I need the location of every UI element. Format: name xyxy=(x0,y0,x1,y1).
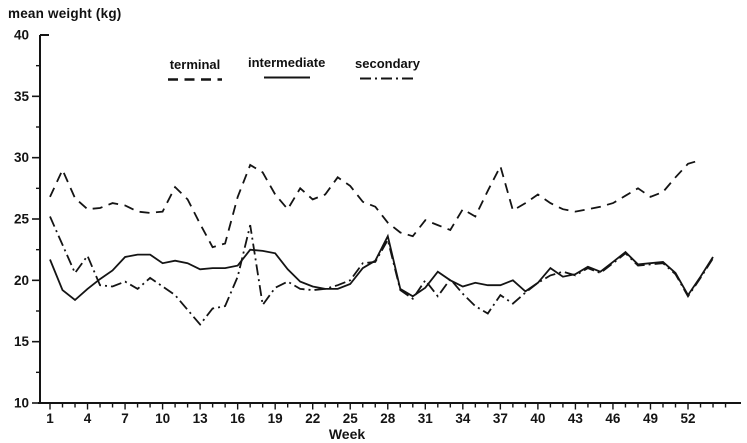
series-secondary-line xyxy=(49,216,714,326)
legend-label-terminal: terminal xyxy=(169,57,221,72)
legend-sample-intermediate-solid-line xyxy=(263,76,310,79)
legend-sample-terminal-dashed-line xyxy=(168,78,222,81)
x-tick-label: 31 xyxy=(418,411,434,426)
x-tick-label: 40 xyxy=(530,411,545,426)
y-tick-label: 10 xyxy=(14,396,29,411)
x-tick-label: 46 xyxy=(605,411,621,426)
y-tick-label: 15 xyxy=(14,334,30,349)
x-axis-label: Week xyxy=(329,426,366,442)
x-tick-label: 19 xyxy=(268,411,283,426)
y-tick-label: 20 xyxy=(14,273,29,288)
x-tick-label: 49 xyxy=(643,411,658,426)
chart-title: mean weight (kg) xyxy=(8,6,122,21)
x-tick-label: 16 xyxy=(230,411,246,426)
y-tick-label: 30 xyxy=(14,150,29,165)
y-tick-label: 25 xyxy=(14,212,30,227)
x-tick-label: 22 xyxy=(305,411,320,426)
x-tick-label: 7 xyxy=(121,411,129,426)
legend-sample-secondary-dashdot-line xyxy=(359,77,416,80)
x-tick-label: 10 xyxy=(155,411,170,426)
legend-label-intermediate: intermediate xyxy=(248,55,326,70)
x-tick-label: 52 xyxy=(680,411,695,426)
legend-item-secondary: secondary xyxy=(355,56,420,83)
series-terminal-line xyxy=(49,159,701,249)
x-tick-label: 43 xyxy=(568,411,584,426)
legend-item-terminal: terminal xyxy=(167,57,223,84)
y-tick-label: 35 xyxy=(14,89,30,104)
x-tick-label: 25 xyxy=(343,411,359,426)
legend-label-secondary: secondary xyxy=(355,56,421,71)
x-tick-label: 4 xyxy=(84,411,92,426)
y-tick-label: 40 xyxy=(14,28,29,43)
x-tick-label: 34 xyxy=(455,411,471,426)
x-tick-label: 37 xyxy=(493,411,508,426)
legend-item-intermediate: intermediate xyxy=(248,55,325,82)
x-tick-label: 1 xyxy=(46,411,54,426)
legend: terminal intermediate secondary xyxy=(0,55,747,93)
x-tick-label: 28 xyxy=(380,411,396,426)
series-intermediate-line xyxy=(49,233,714,302)
x-tick-label: 13 xyxy=(193,411,209,426)
